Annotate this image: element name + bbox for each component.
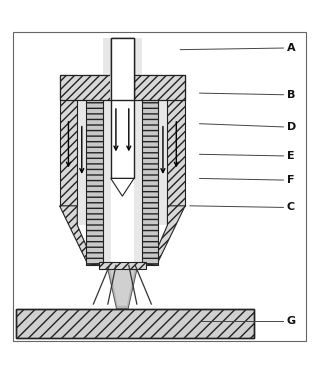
Bar (16, 309, 254, 338)
Bar (111, 38, 134, 178)
Text: C: C (287, 203, 295, 213)
Bar (134, 38, 142, 266)
Text: B: B (287, 90, 295, 100)
Bar (103, 38, 111, 266)
Text: E: E (287, 151, 294, 161)
Text: G: G (287, 316, 296, 326)
Bar (60, 75, 77, 206)
Text: A: A (287, 43, 295, 53)
Bar (16, 309, 254, 338)
Bar (77, 75, 86, 225)
Bar (86, 75, 103, 266)
Bar (60, 75, 185, 100)
Polygon shape (111, 178, 134, 196)
Bar (99, 262, 146, 269)
Bar (111, 38, 134, 100)
Bar (142, 75, 158, 266)
Bar (110, 75, 135, 100)
Polygon shape (138, 264, 158, 266)
Polygon shape (107, 266, 138, 309)
Polygon shape (109, 266, 135, 305)
Bar (167, 75, 185, 206)
Text: D: D (287, 122, 296, 132)
Bar (158, 75, 167, 225)
Polygon shape (60, 206, 94, 264)
Polygon shape (86, 264, 107, 266)
Text: F: F (287, 175, 294, 185)
Polygon shape (151, 206, 185, 264)
